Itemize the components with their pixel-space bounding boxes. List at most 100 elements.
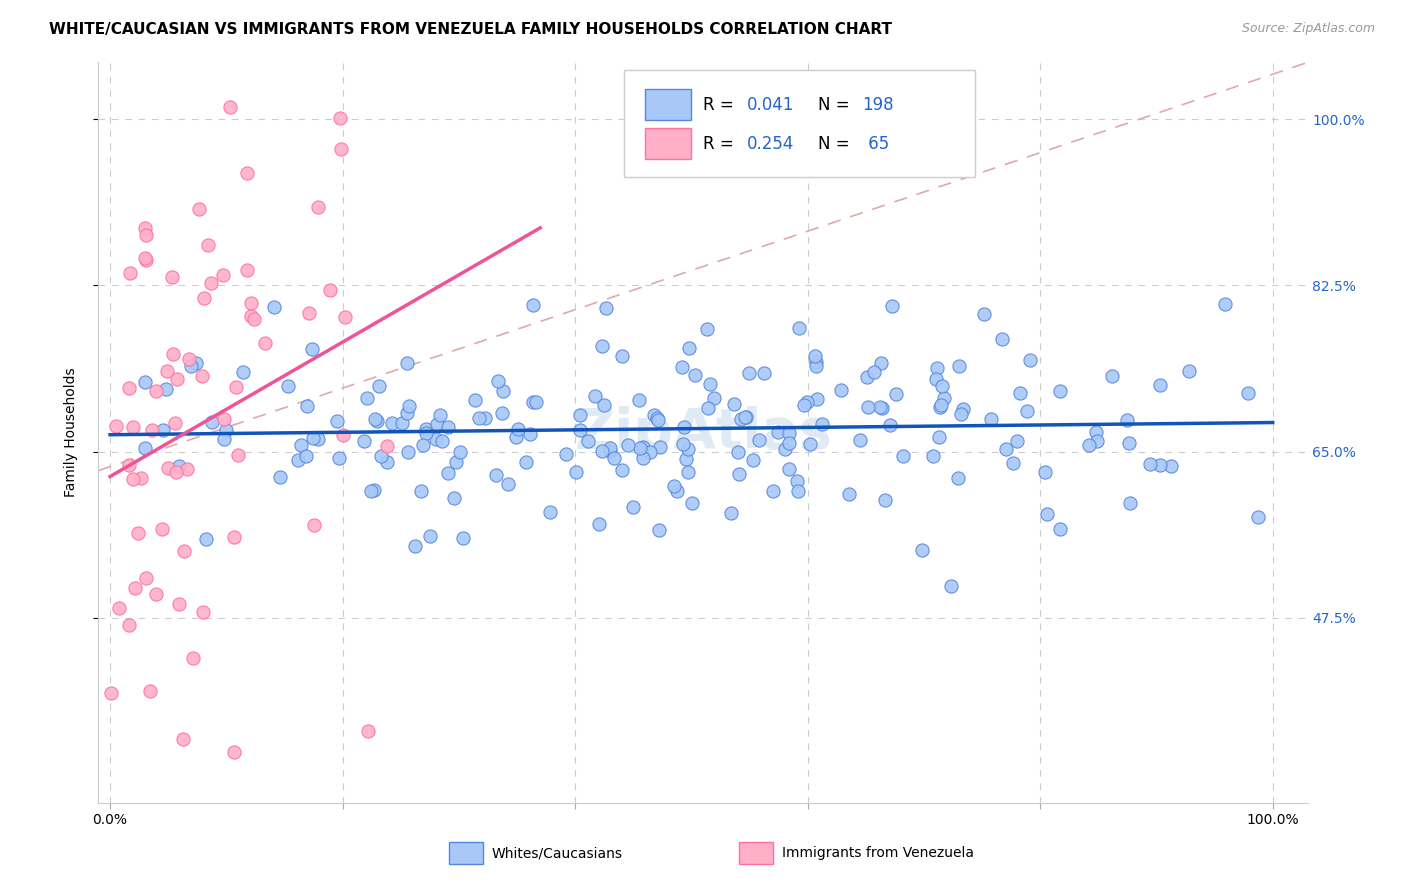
Point xyxy=(430,434,453,448)
Point xyxy=(395,406,418,420)
Point xyxy=(155,364,177,378)
Point xyxy=(135,253,157,268)
Point xyxy=(870,401,893,416)
Point xyxy=(485,468,508,483)
Point xyxy=(225,380,247,394)
Point xyxy=(610,463,633,477)
Point xyxy=(396,355,419,369)
Point xyxy=(496,477,519,491)
Point xyxy=(631,440,654,454)
Point xyxy=(524,395,547,409)
Point xyxy=(398,399,420,413)
Point xyxy=(145,587,167,601)
Point xyxy=(766,425,789,439)
Point xyxy=(135,227,157,242)
Point xyxy=(118,617,141,632)
Point xyxy=(931,379,953,393)
Point xyxy=(486,375,509,389)
Point xyxy=(1036,507,1059,521)
Point xyxy=(627,393,650,408)
Point xyxy=(939,579,962,593)
Point xyxy=(193,291,215,305)
Point xyxy=(307,200,329,214)
Point xyxy=(1118,435,1140,450)
Bar xyxy=(740,842,773,864)
Point xyxy=(631,450,654,465)
Point xyxy=(647,413,669,427)
Point xyxy=(1008,385,1031,400)
Point xyxy=(610,349,633,363)
Point xyxy=(163,416,186,430)
Text: Immigrants from Venezuela: Immigrants from Venezuela xyxy=(782,847,973,860)
Point xyxy=(357,723,380,738)
Point xyxy=(540,505,562,519)
Point xyxy=(134,220,156,235)
Point xyxy=(145,384,167,398)
Point xyxy=(415,422,437,436)
Point xyxy=(863,365,886,379)
Point xyxy=(929,398,952,412)
Point xyxy=(120,267,142,281)
Point xyxy=(1005,434,1028,448)
Point xyxy=(298,306,321,320)
Point xyxy=(134,376,156,390)
Point xyxy=(591,443,613,458)
Point xyxy=(129,471,152,485)
Point xyxy=(269,470,291,484)
Text: N =: N = xyxy=(818,95,855,113)
Point xyxy=(391,417,413,431)
Point xyxy=(215,423,238,437)
Point xyxy=(742,453,765,467)
Point xyxy=(165,465,187,479)
Point xyxy=(588,517,610,532)
Point xyxy=(162,347,184,361)
Point xyxy=(173,544,195,558)
Point xyxy=(329,112,352,126)
Point xyxy=(796,395,818,409)
Point xyxy=(451,531,474,545)
Point xyxy=(645,411,668,425)
Point xyxy=(474,410,496,425)
Point xyxy=(991,332,1014,346)
Point xyxy=(364,411,387,425)
Text: R =: R = xyxy=(703,135,740,153)
Point xyxy=(1033,465,1056,479)
Point xyxy=(1213,297,1236,311)
Point xyxy=(152,423,174,437)
Point xyxy=(1119,496,1142,510)
Point xyxy=(778,436,800,450)
Point xyxy=(952,402,974,417)
Point xyxy=(762,484,785,499)
Point xyxy=(121,420,143,434)
Point xyxy=(703,391,725,405)
Point xyxy=(617,438,640,452)
Point xyxy=(429,408,451,422)
Point xyxy=(253,335,276,350)
Point xyxy=(449,445,471,459)
Point xyxy=(980,412,1002,426)
Point xyxy=(375,455,398,469)
Point xyxy=(232,366,254,380)
Point xyxy=(925,372,948,386)
Point xyxy=(849,434,872,448)
Point xyxy=(356,391,378,405)
Point xyxy=(375,439,398,453)
Point xyxy=(328,451,350,466)
Point xyxy=(599,441,621,455)
Point xyxy=(150,522,173,536)
Point xyxy=(925,360,948,375)
Point xyxy=(522,298,544,312)
Point xyxy=(671,359,693,374)
Point xyxy=(118,381,141,395)
Point xyxy=(367,379,389,393)
Point xyxy=(1160,459,1182,474)
Point xyxy=(319,283,342,297)
Point xyxy=(738,366,761,380)
Point xyxy=(325,414,347,428)
FancyBboxPatch shape xyxy=(624,70,976,178)
Point xyxy=(830,384,852,398)
Point xyxy=(723,396,745,410)
Point xyxy=(467,410,489,425)
Point xyxy=(360,484,382,499)
Point xyxy=(950,407,973,421)
